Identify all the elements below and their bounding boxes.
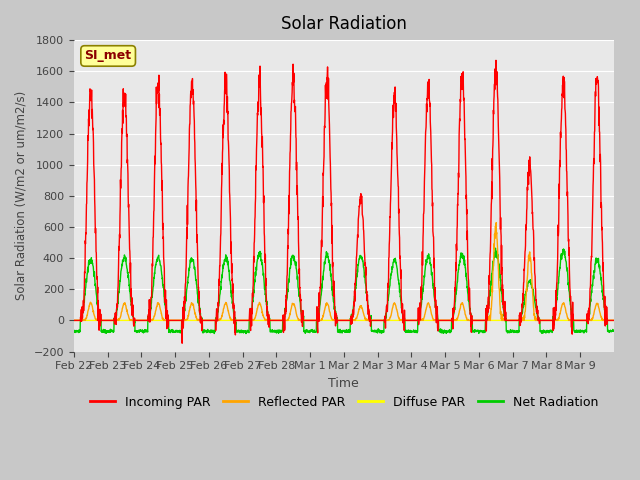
Y-axis label: Solar Radiation (W/m2 or um/m2/s): Solar Radiation (W/m2 or um/m2/s) <box>15 91 28 300</box>
Title: Solar Radiation: Solar Radiation <box>281 15 407 33</box>
X-axis label: Time: Time <box>328 377 359 390</box>
Text: SI_met: SI_met <box>84 49 132 62</box>
Legend: Incoming PAR, Reflected PAR, Diffuse PAR, Net Radiation: Incoming PAR, Reflected PAR, Diffuse PAR… <box>84 391 603 414</box>
